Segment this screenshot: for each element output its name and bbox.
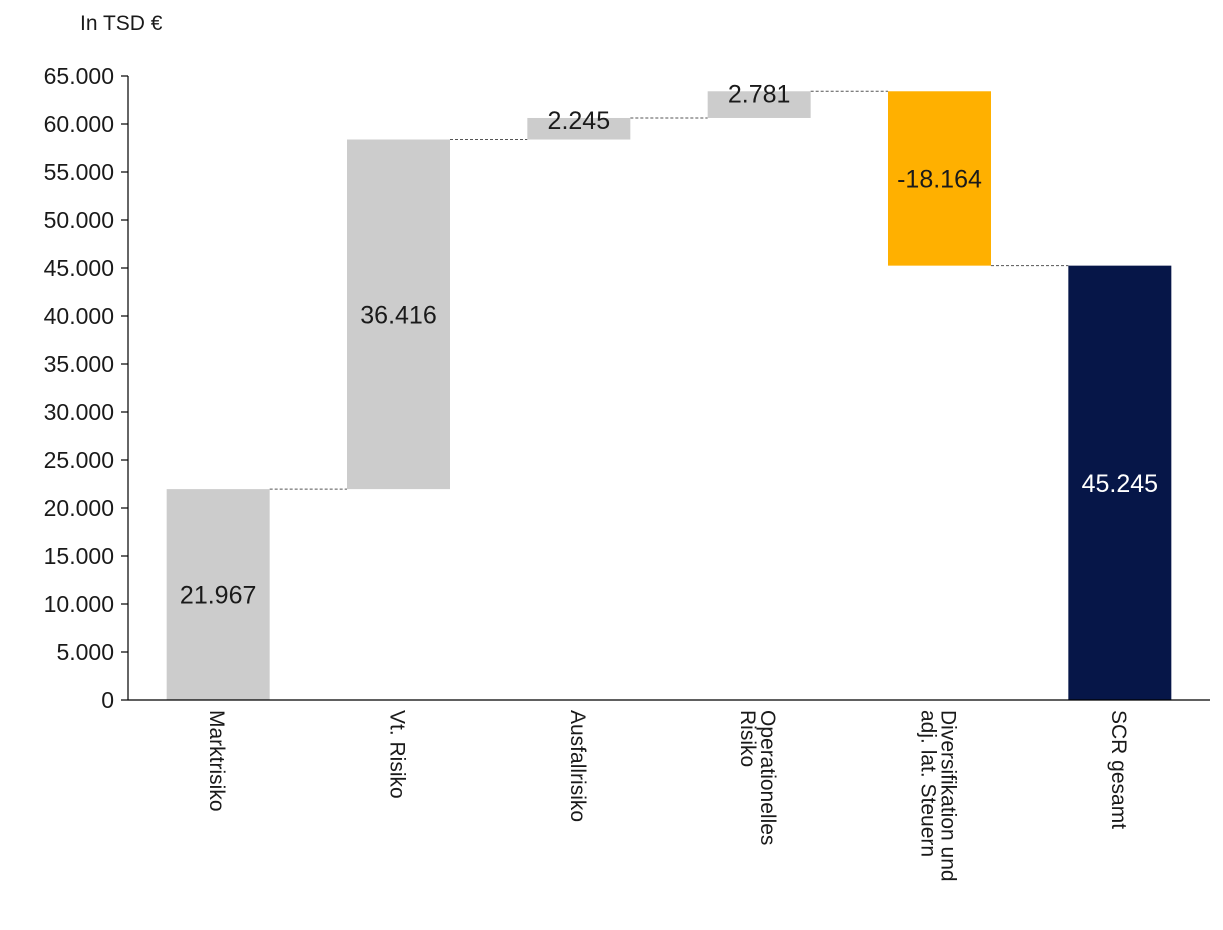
bar-4 bbox=[888, 91, 991, 266]
bar-1 bbox=[347, 139, 450, 490]
x-category-label: Marktrisiko bbox=[205, 710, 228, 812]
x-category-label: Ausfallrisiko bbox=[566, 710, 589, 822]
x-category-label-line: Marktrisiko bbox=[205, 710, 228, 812]
data-label: 45.245 bbox=[1082, 470, 1158, 498]
y-tick-label: 35.000 bbox=[44, 351, 114, 377]
bar-5 bbox=[1068, 265, 1172, 700]
x-category-label-line: Ausfallrisiko bbox=[566, 710, 589, 822]
y-tick-label: 60.000 bbox=[44, 111, 114, 137]
x-category-label: SCR gesamt bbox=[1107, 710, 1130, 829]
y-tick-label: 40.000 bbox=[44, 303, 114, 329]
x-axis: Marktrisiko Vt. Risiko Ausfallrisiko Operat… bbox=[128, 699, 1210, 882]
y-tick-label: 0 bbox=[101, 687, 114, 713]
y-tick-label: 45.000 bbox=[44, 255, 114, 281]
unit-label: In TSD € bbox=[80, 12, 163, 35]
bar-0 bbox=[166, 489, 270, 700]
x-category-label-line: Diversifikation und bbox=[937, 710, 960, 882]
connector-lines bbox=[269, 90, 1069, 490]
y-tick-label: 50.000 bbox=[44, 207, 114, 233]
x-category-label-line: adj. lat. Steuern bbox=[917, 710, 940, 857]
data-label: 2.245 bbox=[548, 107, 611, 135]
y-tick-label: 55.000 bbox=[44, 159, 114, 185]
data-label: 36.416 bbox=[360, 301, 436, 329]
data-labels: 21.967 36.416 2.245 2.781 -18.164 45.245 bbox=[180, 80, 1158, 609]
y-axis: 0 5.000 10.000 15.000 20.000 25.000 30.000 35.0… bbox=[44, 63, 129, 713]
y-tick-label: 10.000 bbox=[44, 591, 114, 617]
x-category-label-line: SCR gesamt bbox=[1107, 710, 1130, 829]
x-category-label-line: Operationelles bbox=[756, 710, 779, 845]
x-category-label-line: Risiko bbox=[736, 710, 759, 767]
x-category-label: Vt. Risiko bbox=[386, 710, 409, 799]
y-tick-label: 5.000 bbox=[56, 639, 114, 665]
data-label: 21.967 bbox=[180, 582, 256, 610]
y-tick-label: 25.000 bbox=[44, 447, 114, 473]
bar-2 bbox=[527, 117, 631, 140]
bar-3 bbox=[707, 91, 811, 118]
y-tick-label: 65.000 bbox=[44, 63, 114, 89]
y-tick-label: 20.000 bbox=[44, 495, 114, 521]
y-tick-label: 15.000 bbox=[44, 543, 114, 569]
y-tick-label: 30.000 bbox=[44, 399, 114, 425]
x-category-label-line: Vt. Risiko bbox=[386, 710, 409, 799]
data-label: -18.164 bbox=[897, 165, 982, 193]
bars bbox=[166, 91, 1172, 700]
data-label: 2.781 bbox=[728, 80, 791, 108]
